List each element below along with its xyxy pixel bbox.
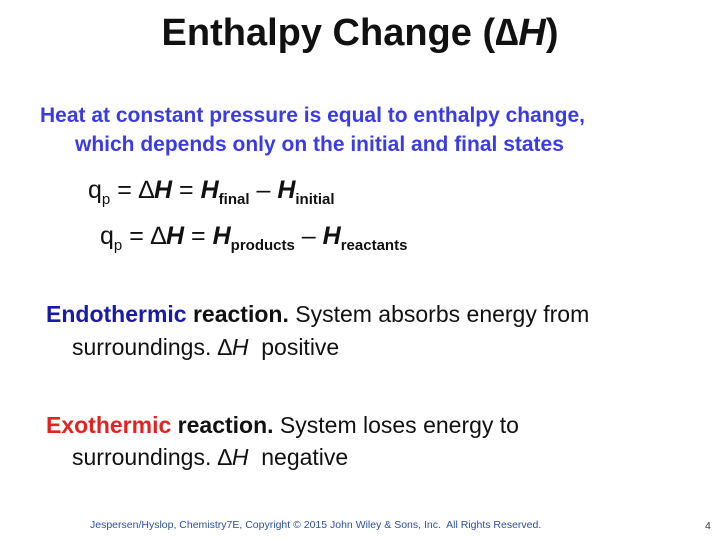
intro-line-2: which depends only on the initial and fi… [75, 133, 564, 156]
footer-credit: Jespersen/Hyslop, Chemistry7E, Copyright… [90, 519, 542, 531]
h: H [322, 222, 341, 250]
page-number: 4 [705, 520, 711, 532]
endothermic-text: System absorbs energy from [288, 301, 590, 327]
h: H [154, 176, 173, 204]
minus: – [294, 222, 323, 250]
reaction-label: reaction. [186, 301, 289, 327]
sign: positive [248, 334, 340, 360]
h: H [200, 176, 219, 204]
q-sub: p [101, 191, 111, 208]
eq: = ∆ [122, 222, 167, 250]
text: surroundings. ∆ [72, 444, 232, 470]
slide-title: Enthalpy Change (∆H) [0, 12, 720, 55]
endothermic-line-2: surroundings. ∆H positive [72, 334, 339, 361]
title-close: ) [545, 12, 559, 54]
sign: negative [248, 444, 349, 470]
eq: = ∆ [110, 176, 155, 204]
h: H [212, 222, 231, 250]
sub-products: products [230, 237, 295, 254]
sub-final: final [218, 191, 250, 208]
h: H [231, 334, 249, 360]
q: q [88, 176, 102, 204]
minus: – [249, 176, 278, 204]
eq: = [184, 222, 213, 250]
h: H [231, 444, 249, 470]
exothermic-term: Exothermic [46, 412, 172, 438]
equation-final-initial: qp = ∆H = Hfinal – Hinitial [88, 176, 335, 208]
eq: = [172, 176, 201, 204]
sub-initial: initial [295, 191, 335, 208]
sub-reactants: reactants [340, 237, 408, 254]
h: H [277, 176, 296, 204]
exothermic-line-2: surroundings. ∆H negative [72, 444, 348, 471]
q-sub: p [113, 237, 123, 254]
endothermic-term: Endothermic [46, 301, 187, 327]
q: q [100, 222, 114, 250]
intro-line-1: Heat at constant pressure is equal to en… [40, 104, 585, 127]
equation-products-reactants: qp = ∆H = Hproducts – Hreactants [100, 222, 407, 254]
exothermic-text: System loses energy to [273, 412, 519, 438]
exothermic-line-1: Exothermic reaction. System loses energy… [46, 412, 519, 439]
h: H [166, 222, 185, 250]
title-h: H [518, 12, 546, 54]
reaction-label: reaction. [171, 412, 274, 438]
title-delta: ∆ [495, 12, 519, 54]
title-text: Enthalpy Change ( [161, 12, 496, 54]
text: surroundings. ∆ [72, 334, 232, 360]
endothermic-line-1: Endothermic reaction. System absorbs ene… [46, 301, 589, 328]
